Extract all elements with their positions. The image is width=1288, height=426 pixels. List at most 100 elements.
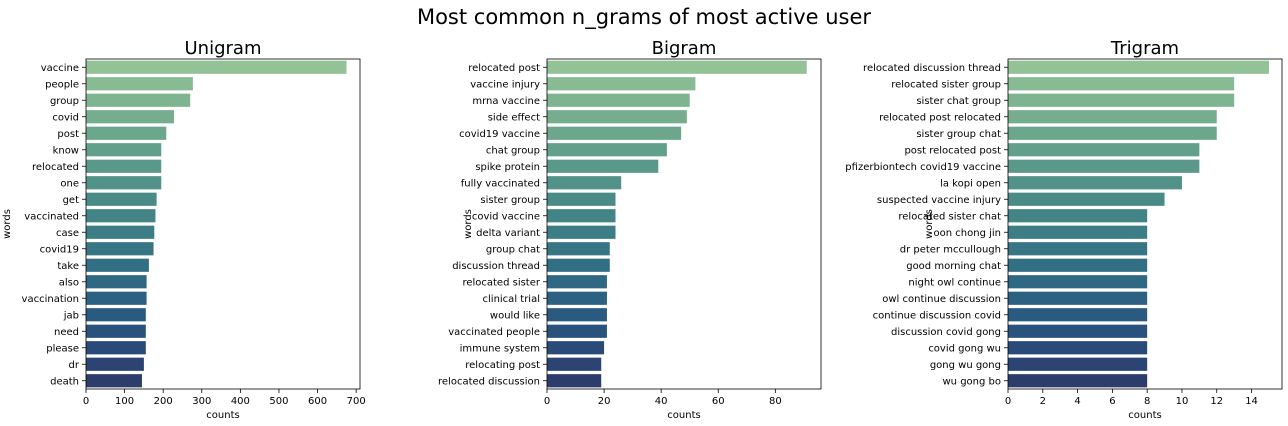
bar-spike-protein: [547, 159, 659, 173]
y-tick-label: relocated discussion thread: [863, 63, 1001, 74]
x-axis-label: counts: [667, 410, 700, 421]
y-tick-label: vaccination: [22, 294, 79, 305]
axes-frame: [546, 58, 822, 390]
x-tick-label: 20: [598, 396, 611, 407]
bar-dr: [86, 357, 144, 371]
chart-title: Bigram: [652, 38, 717, 59]
y-tick-label: relocated post: [468, 63, 540, 74]
bar-vaccinated: [86, 209, 156, 223]
y-tick-label: good morning chat: [906, 261, 1001, 272]
bar-covid-vaccine: [547, 209, 616, 223]
bar-vaccine-injury: [547, 77, 696, 91]
y-tick-label: death: [50, 376, 79, 387]
y-tick-label: vaccinated: [24, 211, 79, 222]
x-tick-label: 40: [655, 396, 668, 407]
bar-pfizerbiontech-covid19-vaccine: [1008, 159, 1200, 173]
y-tick-label: covid gong wu: [928, 343, 1001, 354]
bar-relocated: [86, 159, 162, 173]
x-tick-label: 0: [83, 396, 89, 407]
x-tick-label: 8: [1144, 396, 1150, 407]
x-tick-label: 100: [115, 396, 134, 407]
y-axis-label: words: [463, 209, 474, 239]
y-tick-label: group: [50, 96, 79, 107]
y-tick-label: case: [56, 228, 79, 239]
y-tick-label: dr: [69, 360, 80, 371]
x-tick-label: 60: [712, 396, 725, 407]
bar-covid: [86, 110, 174, 124]
axes-frame: [85, 58, 361, 390]
x-tick-label: 4: [1074, 396, 1080, 407]
y-tick-label: relocated post relocated: [879, 112, 1001, 123]
y-tick-label: jab: [63, 310, 79, 321]
x-tick-label: 10: [1176, 396, 1189, 407]
y-tick-label: vaccine: [41, 63, 79, 74]
y-tick-label: one: [60, 178, 79, 189]
bar-fully-vaccinated: [547, 176, 622, 190]
bar-suspected-vaccine-injury: [1008, 192, 1165, 206]
y-tick-label: covid: [52, 112, 79, 123]
bar-group-chat: [547, 242, 610, 256]
x-tick-label: 500: [269, 396, 288, 407]
bar-good-morning-chat: [1008, 258, 1148, 272]
x-tick-label: 12: [1210, 396, 1223, 407]
y-tick-label: discussion covid gong: [891, 327, 1001, 338]
bar-mrna-vaccine: [547, 93, 690, 107]
y-tick-label: sister group: [480, 195, 540, 206]
bar-immune-system: [547, 341, 605, 355]
y-tick-label: need: [54, 327, 79, 338]
bar-gong-wu-gong: [1008, 357, 1148, 371]
x-tick-label: 14: [1245, 396, 1258, 407]
bar-owl-continue-discussion: [1008, 291, 1148, 305]
bar-continue-discussion-covid: [1008, 308, 1148, 322]
y-tick-label: vaccine injury: [470, 79, 540, 90]
y-tick-label: oon chong jin: [934, 228, 1001, 239]
bar-oon-chong-jin: [1008, 225, 1148, 239]
bar-also: [86, 275, 147, 289]
y-tick-label: group chat: [486, 244, 540, 255]
y-tick-label: pfizerbiontech covid19 vaccine: [845, 162, 1001, 173]
y-axis-label: words: [924, 209, 935, 239]
y-tick-label: owl continue discussion: [882, 294, 1001, 305]
y-tick-label: gong wu gong: [930, 360, 1001, 371]
y-tick-label: post relocated post: [904, 145, 1001, 156]
bar-sister-group-chat: [1008, 126, 1217, 140]
bar-take: [86, 258, 149, 272]
y-tick-label: relocating post: [465, 360, 540, 371]
y-tick-label: suspected vaccine injury: [877, 195, 1001, 206]
x-tick-label: 0: [544, 396, 550, 407]
y-tick-label: delta variant: [476, 228, 540, 239]
y-tick-label: relocated discussion: [438, 376, 540, 387]
bar-jab: [86, 308, 146, 322]
y-tick-label: immune system: [460, 343, 540, 354]
x-tick-label: 2: [1040, 396, 1046, 407]
y-tick-label: continue discussion covid: [873, 310, 1001, 321]
y-tick-label: discussion thread: [452, 261, 540, 272]
y-tick-label: clinical trial: [483, 294, 540, 305]
bar-relocated-sister-chat: [1008, 209, 1148, 223]
bar-need: [86, 324, 146, 338]
bar-people: [86, 77, 193, 91]
y-tick-label: please: [46, 343, 79, 354]
bar-know: [86, 143, 162, 157]
bar-chat-group: [547, 143, 667, 157]
x-tick-label: 400: [231, 396, 250, 407]
y-tick-label: would like: [490, 310, 540, 321]
y-tick-label: people: [45, 79, 79, 90]
bar-wu-gong-bo: [1008, 374, 1148, 388]
x-tick-label: 200: [154, 396, 173, 407]
y-tick-label: relocated sister group: [891, 79, 1001, 90]
x-tick-label: 300: [192, 396, 211, 407]
bar-relocated-discussion: [547, 374, 602, 388]
bar-group: [86, 93, 191, 107]
bar-vaccination: [86, 291, 147, 305]
y-tick-label: night owl continue: [908, 277, 1001, 288]
y-tick-label: also: [59, 277, 79, 288]
x-axis-label: counts: [206, 410, 239, 421]
bar-get: [86, 192, 157, 206]
y-tick-label: relocated sister: [462, 277, 540, 288]
bar-relocated-post-relocated: [1008, 110, 1217, 124]
x-tick-label: 0: [1005, 396, 1011, 407]
y-tick-label: dr peter mccullough: [900, 244, 1001, 255]
bar-post: [86, 126, 167, 140]
